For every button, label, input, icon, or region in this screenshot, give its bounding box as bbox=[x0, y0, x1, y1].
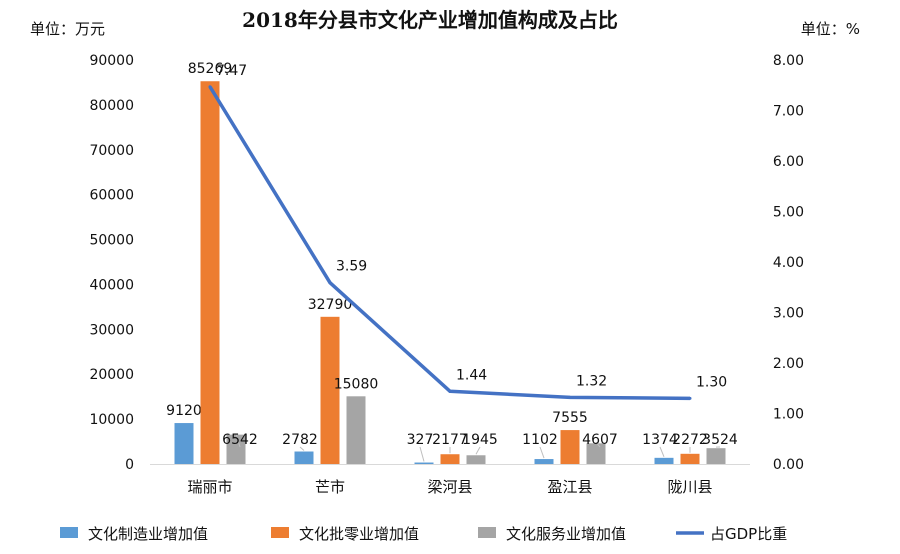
bar-data-label: 1102 bbox=[522, 432, 558, 448]
label-leader-line bbox=[299, 446, 305, 451]
plot-area: 0 10000 20000 30000 40000 50000 60000 70000 8000… bbox=[89, 53, 804, 496]
legend-swatch bbox=[271, 527, 289, 538]
line-point bbox=[688, 396, 692, 400]
bar bbox=[586, 443, 606, 464]
line-point bbox=[568, 395, 572, 399]
x-category-label: 瑞丽市 bbox=[187, 478, 232, 496]
chart-title: 2018年分县市文化产业增加值构成及占比 bbox=[242, 8, 618, 32]
bar-data-label: 7555 bbox=[552, 410, 588, 426]
bar bbox=[466, 455, 486, 464]
bar bbox=[680, 453, 700, 464]
bar bbox=[346, 396, 366, 464]
line-data-label: 3.59 bbox=[336, 259, 367, 275]
legend-swatch bbox=[60, 527, 78, 538]
bar-data-label: 9120 bbox=[166, 403, 202, 419]
y-left-tick-label: 0 bbox=[125, 457, 134, 473]
y-left-tick-label: 10000 bbox=[89, 412, 134, 428]
bar-data-label: 6542 bbox=[222, 432, 258, 448]
right-axis-unit: 单位：% bbox=[801, 20, 860, 38]
x-category-label: 盈江县 bbox=[547, 478, 592, 496]
bar bbox=[560, 430, 580, 464]
legend-label: 文化服务业增加值 bbox=[506, 525, 626, 543]
bar bbox=[174, 423, 194, 464]
legend-label: 占GDP比重 bbox=[710, 525, 787, 543]
bar bbox=[320, 316, 340, 464]
y-right-tick-label: 0.00 bbox=[773, 457, 804, 473]
label-leader-line bbox=[659, 446, 665, 458]
line-data-label: 1.32 bbox=[576, 373, 607, 389]
y-left-tick-label: 70000 bbox=[89, 143, 134, 159]
bar-data-label: 327 bbox=[407, 432, 434, 448]
label-leader-line bbox=[539, 446, 545, 459]
y-left-tick-label: 40000 bbox=[89, 277, 134, 293]
bar bbox=[226, 434, 246, 464]
label-leader-line bbox=[475, 446, 481, 455]
bar-data-label: 2782 bbox=[282, 432, 318, 448]
bar bbox=[200, 81, 220, 464]
bar-data-label: 85269 bbox=[188, 61, 233, 77]
line-point bbox=[328, 281, 332, 285]
x-category-label: 梁河县 bbox=[427, 478, 472, 496]
line-series bbox=[208, 85, 691, 401]
y-right-tick-label: 3.00 bbox=[773, 306, 804, 322]
bar bbox=[706, 448, 726, 464]
y-left-tick-label: 60000 bbox=[89, 188, 134, 204]
label-leader-line bbox=[595, 441, 601, 448]
legend-label: 文化制造业增加值 bbox=[88, 525, 208, 543]
bar-data-label: 4607 bbox=[582, 432, 618, 448]
y-right-tick-label: 4.00 bbox=[773, 255, 804, 271]
bar bbox=[440, 454, 460, 464]
line-point bbox=[208, 85, 212, 89]
y-right-tick-label: 7.00 bbox=[773, 104, 804, 120]
legend: 文化制造业增加值 文化批零业增加值 文化服务业增加值 占GDP比重 bbox=[60, 525, 787, 543]
bar-data-label: 2177 bbox=[432, 432, 468, 448]
bar bbox=[534, 459, 554, 464]
y-left-tick-label: 50000 bbox=[89, 233, 134, 249]
legend-swatch bbox=[478, 527, 496, 538]
bar bbox=[654, 457, 674, 464]
y-right-tick-label: 1.00 bbox=[773, 407, 804, 423]
label-leader-line bbox=[419, 446, 425, 462]
label-leader-line bbox=[235, 433, 241, 448]
bar bbox=[294, 451, 314, 464]
bar-data-label: 2272 bbox=[672, 432, 708, 448]
y-left-tick-label: 90000 bbox=[89, 53, 134, 69]
y-right-tick-label: 2.00 bbox=[773, 356, 804, 372]
x-category-label: 芒市 bbox=[315, 478, 345, 496]
line-point bbox=[448, 389, 452, 393]
bar-data-label: 32790 bbox=[308, 297, 353, 313]
y-left-tick-label: 80000 bbox=[89, 98, 134, 114]
line-data-label: 1.30 bbox=[696, 374, 727, 390]
legend-label: 文化批零业增加值 bbox=[299, 525, 419, 543]
x-category-label: 陇川县 bbox=[667, 478, 712, 496]
bar-data-label: 1945 bbox=[462, 432, 498, 448]
line-data-label: 1.44 bbox=[456, 367, 487, 383]
y-right-tick-label: 8.00 bbox=[773, 53, 804, 69]
bar-data-label: 1374 bbox=[642, 432, 678, 448]
y-right-tick-label: 5.00 bbox=[773, 205, 804, 221]
left-axis-unit: 单位：万元 bbox=[30, 20, 105, 38]
bar bbox=[414, 462, 434, 464]
bar-data-label: 15080 bbox=[334, 376, 379, 392]
bar-data-label: 3524 bbox=[702, 432, 738, 448]
line-data-label: 7.47 bbox=[216, 63, 247, 79]
y-right-tick-label: 6.00 bbox=[773, 154, 804, 170]
y-left-tick-label: 30000 bbox=[89, 322, 134, 338]
y-left-tick-label: 20000 bbox=[89, 367, 134, 383]
